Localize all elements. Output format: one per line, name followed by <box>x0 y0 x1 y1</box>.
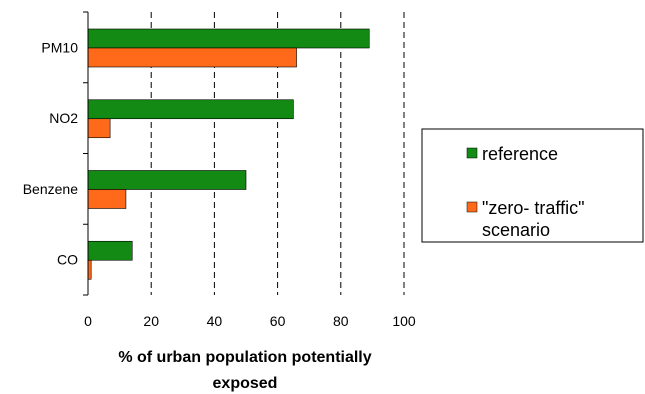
bar-no2-series-1 <box>87 118 111 139</box>
legend-label-zero-traffic-line-1: "zero- traffic" <box>482 198 584 218</box>
grid-lines <box>150 12 405 295</box>
bar-no2-series-0 <box>87 99 294 120</box>
x-axis-label-line-2: exposed <box>213 375 278 392</box>
x-tick-label-60: 60 <box>270 313 286 329</box>
legend-swatch-reference <box>466 147 478 159</box>
category-label-co: CO <box>57 252 78 268</box>
x-axis-ticks: 0 20 40 60 80 100 <box>84 313 416 329</box>
category-label-no2: NO2 <box>49 110 78 126</box>
x-axis-label-line-1: % of urban population potentially <box>118 349 371 366</box>
bar-co-series-0 <box>87 240 133 261</box>
legend: reference "zero- traffic" scenario <box>421 128 644 243</box>
legend-label-reference: reference <box>482 144 558 164</box>
category-label-benzene: Benzene <box>23 181 78 197</box>
bar-benzene-series-0 <box>87 170 247 190</box>
bars <box>87 28 370 280</box>
category-labels: PM10 NO2 Benzene CO <box>23 39 78 267</box>
bar-pm10-series-0 <box>87 28 370 49</box>
x-tick-label-100: 100 <box>392 313 416 329</box>
legend-label-zero-traffic-line-2: scenario <box>482 220 550 240</box>
bar-pm10-series-1 <box>87 47 297 68</box>
legend-box <box>421 128 644 243</box>
x-tick-label-80: 80 <box>333 313 349 329</box>
y-axis-ticks <box>83 11 88 296</box>
bar-benzene-series-1 <box>87 189 127 209</box>
x-tick-label-40: 40 <box>207 313 223 329</box>
x-tick-label-0: 0 <box>84 313 92 329</box>
category-label-pm10: PM10 <box>41 39 78 55</box>
x-tick-label-20: 20 <box>143 313 159 329</box>
legend-swatch-zero-traffic <box>466 201 478 213</box>
